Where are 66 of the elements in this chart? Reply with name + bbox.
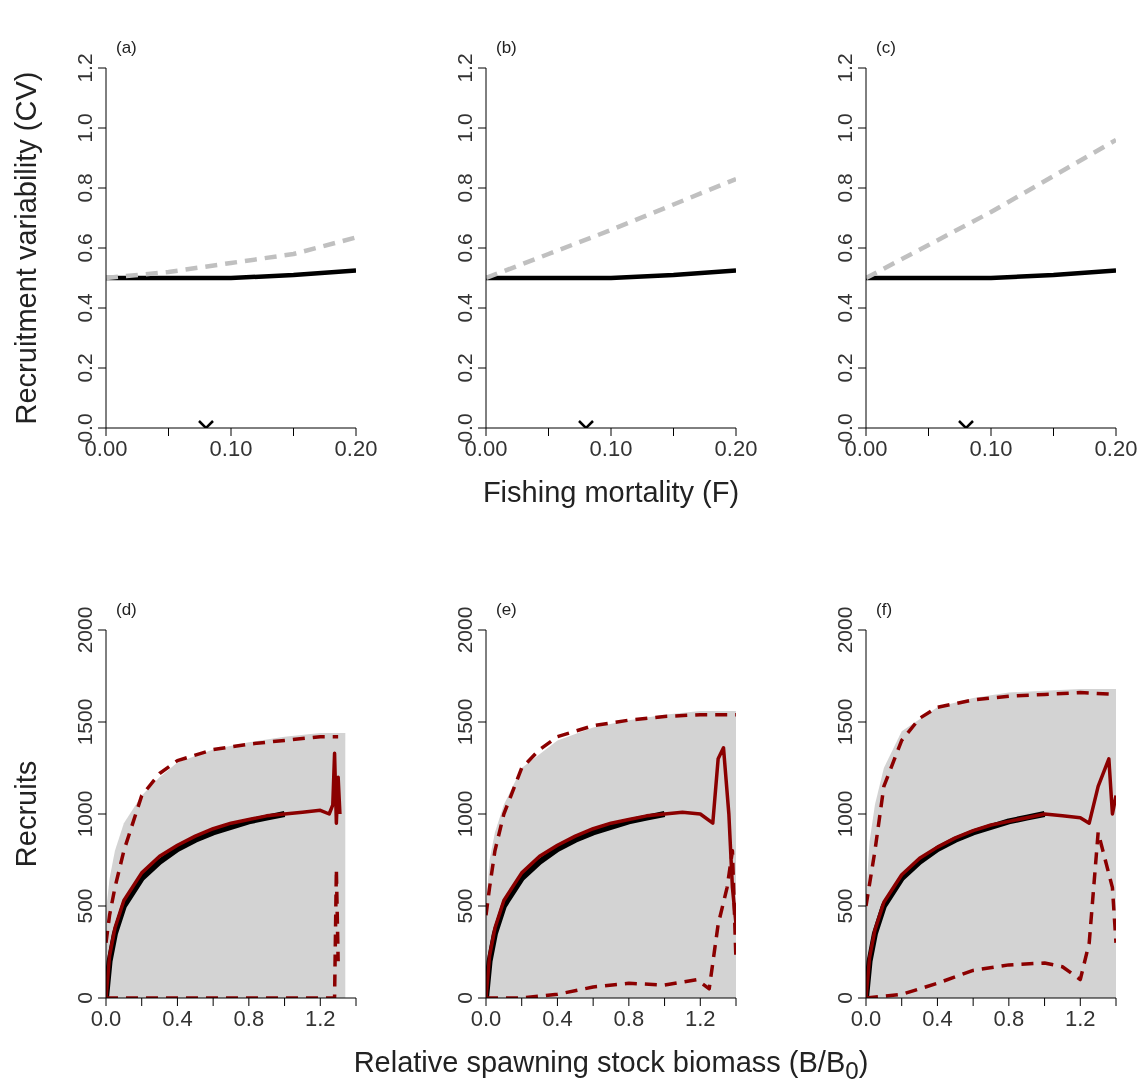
line-series [486, 176, 736, 281]
y-tick-label: 0.4 [73, 293, 96, 323]
y-tick-label: 1.0 [453, 113, 476, 143]
y-tick-label: 0.4 [453, 293, 476, 323]
x-tick-label: 1.2 [304, 1006, 336, 1031]
x-tick-label: 1.2 [1064, 1006, 1096, 1031]
x-tick-label: 0.10 [209, 436, 253, 461]
chart-title: (f) [876, 600, 893, 620]
chart-title: (c) [876, 38, 896, 58]
y-tick-label: 0.8 [453, 173, 476, 203]
x-axis-title: Fishing mortality (F) [482, 476, 740, 509]
chart-title: (b) [496, 38, 517, 58]
y-tick-label: 0.6 [453, 233, 476, 263]
y-tick-label: 0.4 [833, 293, 856, 323]
y-tick-label: 0.2 [833, 353, 856, 383]
y-tick-label: 1.0 [73, 113, 96, 143]
y-tick-label: 1500 [833, 698, 856, 746]
chart-title: (e) [496, 600, 517, 620]
y-tick-label: 1500 [453, 698, 476, 746]
x-tick-label: 0.20 [1094, 436, 1138, 461]
y-axis-title: Recruits [10, 760, 42, 868]
y-tick-label: 1.2 [453, 53, 476, 83]
y-tick-label: 1000 [833, 790, 856, 838]
x-tick-label: 0.10 [969, 436, 1013, 461]
y-tick-label: 0.6 [73, 233, 96, 263]
x-tick-label: 0.10 [589, 436, 633, 461]
x-tick-label: 0.0 [90, 1006, 122, 1031]
x-tick-label: 0.8 [613, 1006, 645, 1031]
y-tick-label: 0.2 [73, 353, 96, 383]
x-tick-label: 0.20 [334, 436, 378, 461]
chart-title: (a) [116, 38, 137, 58]
y-tick-label: 0 [73, 992, 96, 1004]
y-tick-label: 0 [453, 992, 476, 1004]
x-tick-label: 0.0 [470, 1006, 502, 1031]
x-tick-label: 0.8 [233, 1006, 265, 1031]
y-tick-label: 500 [73, 888, 96, 924]
x-tick-label: 0.0 [850, 1006, 882, 1031]
y-tick-label: 1500 [73, 698, 96, 746]
y-tick-label: 0.6 [833, 233, 856, 263]
y-tick-label: 1000 [453, 790, 476, 838]
y-tick-label: 0.8 [73, 173, 96, 203]
x-tick-label: 1.2 [684, 1006, 716, 1031]
y-tick-label: 1.2 [833, 53, 856, 83]
y-tick-label: 1000 [73, 790, 96, 838]
line-series [486, 712, 736, 917]
x-tick-label: 0.20 [714, 436, 758, 461]
chart-title: (d) [116, 600, 137, 620]
y-tick-label: 0.2 [453, 353, 476, 383]
x-tick-label: 0.4 [542, 1006, 573, 1031]
y-tick-label: 0.8 [833, 173, 856, 203]
y-tick-label: 500 [833, 888, 856, 924]
y-tick-label: 500 [453, 888, 476, 924]
y-axis-title: Recruitment variability (CV) [10, 71, 42, 425]
x-tick-label: 0.4 [162, 1006, 193, 1031]
y-tick-label: 1.2 [73, 53, 96, 83]
line-series [106, 235, 356, 281]
x-axis-title: Relative spawning stock biomass (B/B$_{0}$) [353, 1046, 869, 1082]
y-tick-label: 0 [833, 992, 856, 1004]
y-tick-label: 1.0 [833, 113, 856, 143]
x-tick-label: 0.4 [922, 1006, 953, 1031]
y-tick-label: 2000 [453, 606, 476, 654]
line-series [106, 734, 340, 945]
y-tick-label: 2000 [73, 606, 96, 654]
x-tick-label: 0.8 [993, 1006, 1025, 1031]
line-series [866, 137, 1116, 281]
y-tick-label: 2000 [833, 606, 856, 654]
